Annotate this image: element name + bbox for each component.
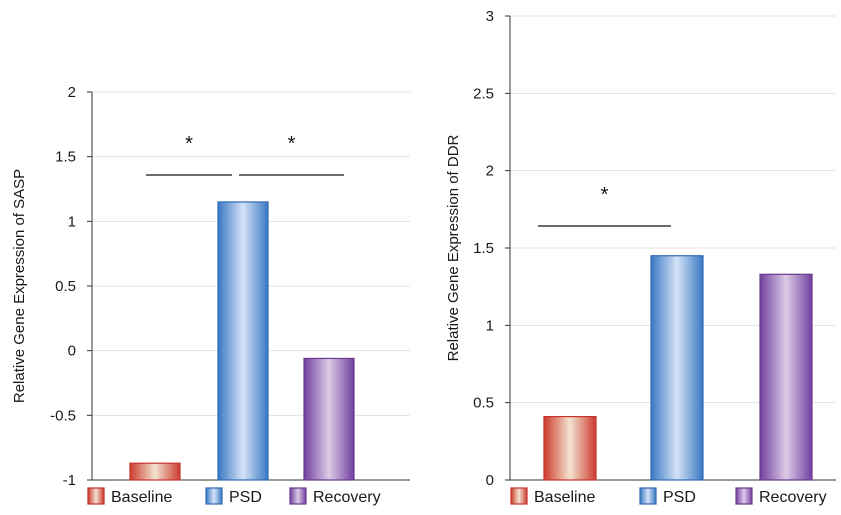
legend-swatch-psd (205, 487, 223, 505)
y-tick-label: 2 (486, 163, 494, 180)
legend-swatch-baseline (510, 487, 528, 505)
bar-baseline (543, 415, 597, 481)
chart-1: -1 -0.5 0 0.5 1 1.5 2 Relative Gene Expression … (11, 84, 410, 506)
y-tick-label: 0.5 (55, 278, 76, 295)
chart-2: 0 0.5 1 1.5 2 2.5 3 Relative Gene Expression of… (445, 8, 836, 506)
bar-recovery (759, 273, 813, 481)
y-axis-label: Relative Gene Expression of SASP (11, 169, 28, 403)
significance-star: * (601, 184, 609, 206)
y-tick-label: -1 (63, 472, 76, 489)
y-tick-label: -0.5 (50, 407, 76, 424)
y-tick-label: 0 (486, 472, 494, 489)
significance-star: * (185, 133, 193, 155)
y-tick-label: 2 (68, 84, 76, 101)
bar-baseline (129, 462, 181, 481)
y-tick-label: 1 (68, 213, 76, 230)
bar-recovery (303, 357, 355, 481)
significance-star: * (288, 133, 296, 155)
legend-swatch-recovery (735, 487, 753, 505)
legend-label-recovery: Recovery (313, 489, 381, 506)
legend-label-baseline: Baseline (111, 489, 172, 506)
legend-label-baseline: Baseline (534, 489, 595, 506)
y-tick-label: 1.5 (55, 149, 76, 166)
legend-label-psd: PSD (663, 489, 696, 506)
y-tick-label: 0 (68, 343, 76, 360)
bar-psd (650, 255, 704, 481)
legend-swatch-psd (639, 487, 657, 505)
legend-swatch-recovery (289, 487, 307, 505)
y-tick-label: 0.5 (473, 395, 494, 412)
y-tick-label: 1.5 (473, 240, 494, 257)
legend-label-recovery: Recovery (759, 489, 827, 506)
y-axis-label: Relative Gene Expression of DDR (445, 134, 462, 361)
y-tick-label: 1 (486, 317, 494, 334)
y-tick-label: 2.5 (473, 85, 494, 102)
legend-swatch-baseline (87, 487, 105, 505)
y-tick-label: 3 (486, 8, 494, 25)
bar-psd (217, 201, 269, 481)
legend-label-psd: PSD (229, 489, 262, 506)
